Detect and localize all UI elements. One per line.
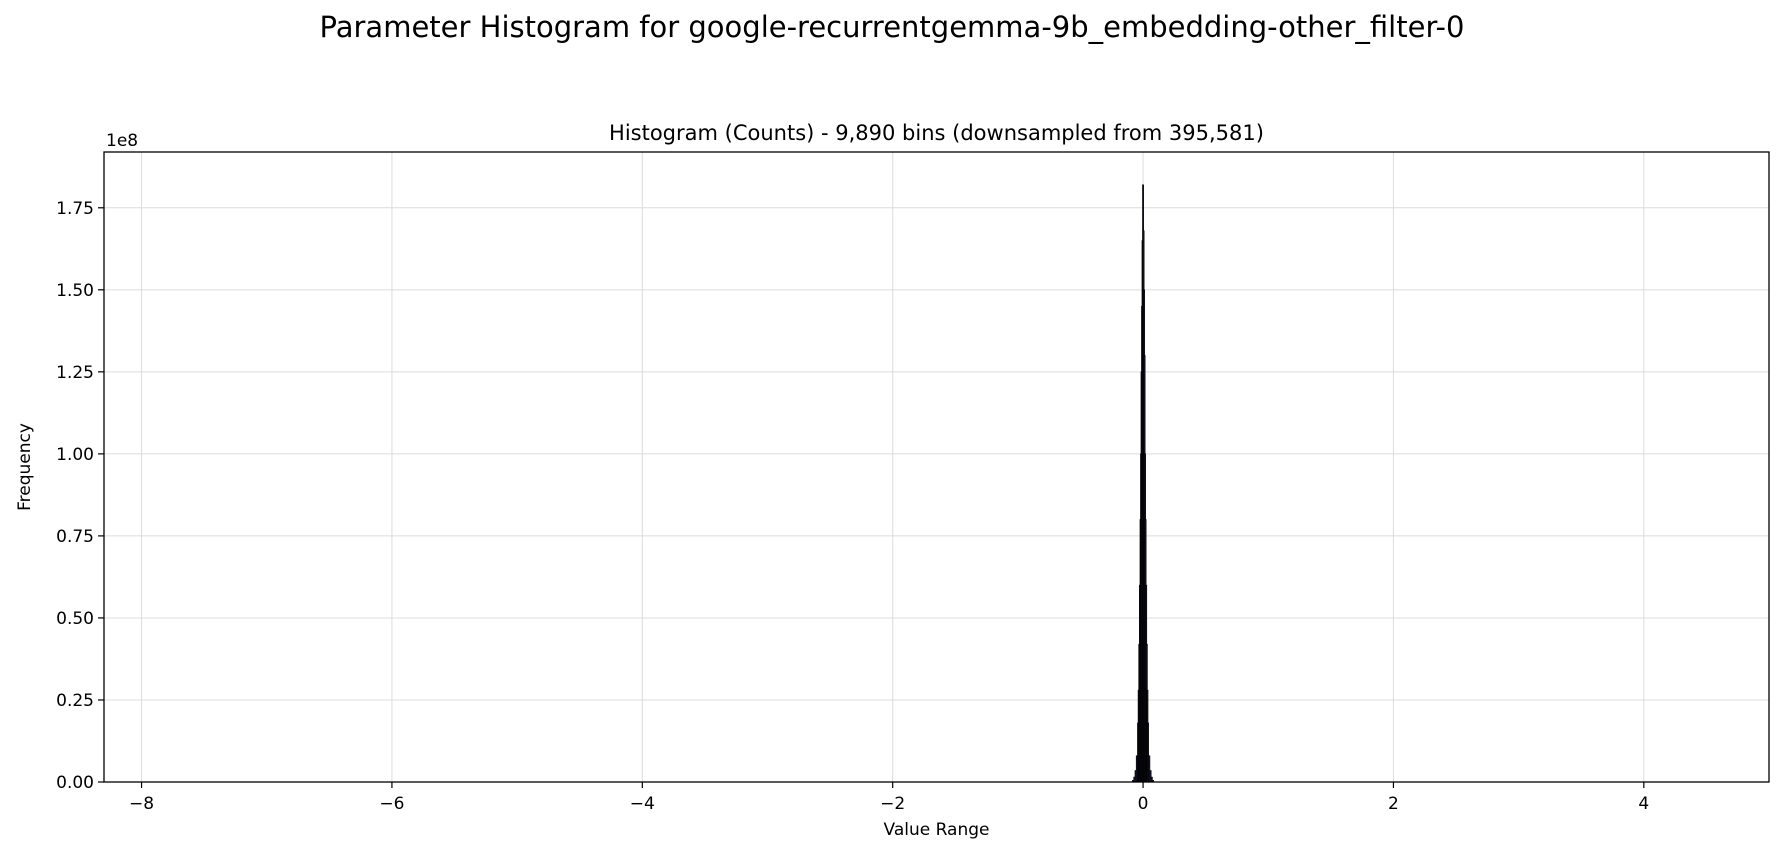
x-axis-label: Value Range <box>884 820 990 840</box>
y-tick-label: 0.50 <box>56 609 94 629</box>
x-tick-label: −2 <box>880 794 905 814</box>
y-tick-label: 1.75 <box>56 199 94 219</box>
y-axis-multiplier: 1e8 <box>106 131 138 151</box>
x-tick-label: 4 <box>1638 794 1649 814</box>
y-tick-label: 0.75 <box>56 527 94 547</box>
y-tick-label: 1.50 <box>56 281 94 301</box>
y-tick-label: 0.00 <box>56 773 94 793</box>
grid-lines <box>104 152 1769 783</box>
y-tick-label: 1.25 <box>56 363 94 383</box>
x-axis-ticks: −8 −6 −4 −2 0 2 4 <box>129 782 1649 814</box>
figure-title: Parameter Histogram for google-recurrent… <box>319 10 1465 44</box>
x-tick-label: −6 <box>379 794 404 814</box>
x-tick-label: −8 <box>129 794 154 814</box>
y-axis-label: Frequency <box>15 423 35 511</box>
y-tick-label: 1.00 <box>56 445 94 465</box>
y-axis-ticks: 0.00 0.25 0.50 0.75 1.00 1.25 1.50 1.75 <box>56 199 104 793</box>
y-tick-label: 0.25 <box>56 691 94 711</box>
x-tick-label: 0 <box>1138 794 1149 814</box>
chart-subtitle: Histogram (Counts) - 9,890 bins (downsam… <box>609 121 1264 145</box>
plot-frame <box>103 151 1770 783</box>
histogram-bars <box>1132 184 1154 783</box>
x-tick-label: 2 <box>1388 794 1399 814</box>
x-tick-label: −4 <box>630 794 655 814</box>
